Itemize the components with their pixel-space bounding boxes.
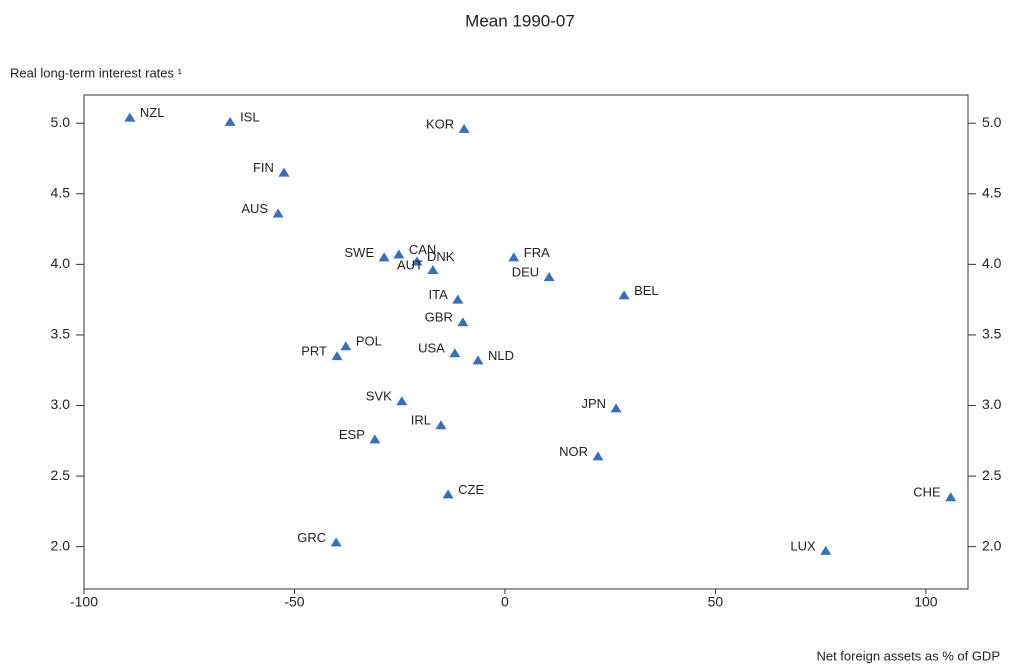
y-tick-label: 3.0 <box>51 396 71 412</box>
point <box>272 208 284 218</box>
point-label: NLD <box>488 348 514 363</box>
point <box>369 434 381 444</box>
point <box>472 355 484 365</box>
point <box>124 112 136 122</box>
plot-frame <box>83 94 969 590</box>
point <box>610 403 622 413</box>
point <box>435 420 447 430</box>
point-label: PRT <box>301 344 327 359</box>
point-label: CZE <box>458 482 484 497</box>
point <box>378 252 390 262</box>
y-tick-label: 2.5 <box>51 467 71 483</box>
point <box>442 489 454 499</box>
point-label: DNK <box>427 249 455 264</box>
point <box>427 265 439 275</box>
y2-tick-label: 2.0 <box>982 537 1002 553</box>
y2-tick-label: 4.0 <box>982 255 1002 271</box>
point-label: USA <box>418 341 445 356</box>
point <box>396 396 408 406</box>
y2-tick-label: 4.5 <box>982 185 1002 201</box>
point <box>330 537 342 547</box>
point-label: JPN <box>582 396 607 411</box>
point <box>452 294 464 304</box>
point <box>278 167 290 177</box>
point-label: KOR <box>426 116 454 131</box>
point <box>340 341 352 351</box>
y-tick-label: 4.5 <box>51 185 71 201</box>
point-label: NZL <box>140 105 165 120</box>
y-tick-label: 4.0 <box>51 255 71 271</box>
point-label: NOR <box>559 444 588 459</box>
point-label: GRC <box>297 530 326 545</box>
point-label: CHE <box>913 485 941 500</box>
point-label: SWE <box>345 245 375 260</box>
point-label: AUS <box>241 201 268 216</box>
y-tick-label: 5.0 <box>51 114 71 130</box>
point <box>457 317 469 327</box>
point <box>331 351 343 361</box>
point <box>543 272 555 282</box>
x-tick-label: 50 <box>708 594 724 610</box>
point <box>508 252 520 262</box>
point-label: SVK <box>366 389 392 404</box>
chart-title: Mean 1990-07 <box>465 11 575 30</box>
y2-tick-label: 3.0 <box>982 396 1002 412</box>
point-label: LUX <box>790 538 816 553</box>
y2-tick-label: 5.0 <box>982 114 1002 130</box>
point-label: ISL <box>240 109 260 124</box>
point <box>224 116 236 126</box>
point-label: ITA <box>429 287 449 302</box>
y-axis-label: Real long-term interest rates ¹ <box>10 65 183 80</box>
point <box>411 256 423 266</box>
point <box>945 492 957 502</box>
point-label: FIN <box>253 160 274 175</box>
point-label: GBR <box>425 310 453 325</box>
y-tick-label: 3.5 <box>51 326 71 342</box>
point-label: DEU <box>512 265 539 280</box>
x-tick-label: -100 <box>70 594 98 610</box>
point-label: AUT <box>397 257 423 272</box>
point <box>393 249 405 259</box>
point <box>820 545 832 555</box>
y-tick-label: 2.0 <box>51 537 71 553</box>
point <box>458 123 470 133</box>
x-tick-label: -50 <box>284 594 304 610</box>
point <box>449 348 461 358</box>
point-label: FRA <box>524 245 550 260</box>
y2-tick-label: 3.5 <box>982 326 1002 342</box>
y2-tick-label: 2.5 <box>982 467 1002 483</box>
point <box>592 451 604 461</box>
point-label: ESP <box>339 427 365 442</box>
point-label: IRL <box>411 413 431 428</box>
point-label: BEL <box>634 283 659 298</box>
point-label: POL <box>356 334 382 349</box>
x-tick-label: 0 <box>501 594 509 610</box>
x-axis-label: Net foreign assets as % of GDP <box>816 648 1000 663</box>
x-tick-label: 100 <box>914 594 938 610</box>
point <box>618 290 630 300</box>
point-label: CAN <box>409 242 436 257</box>
